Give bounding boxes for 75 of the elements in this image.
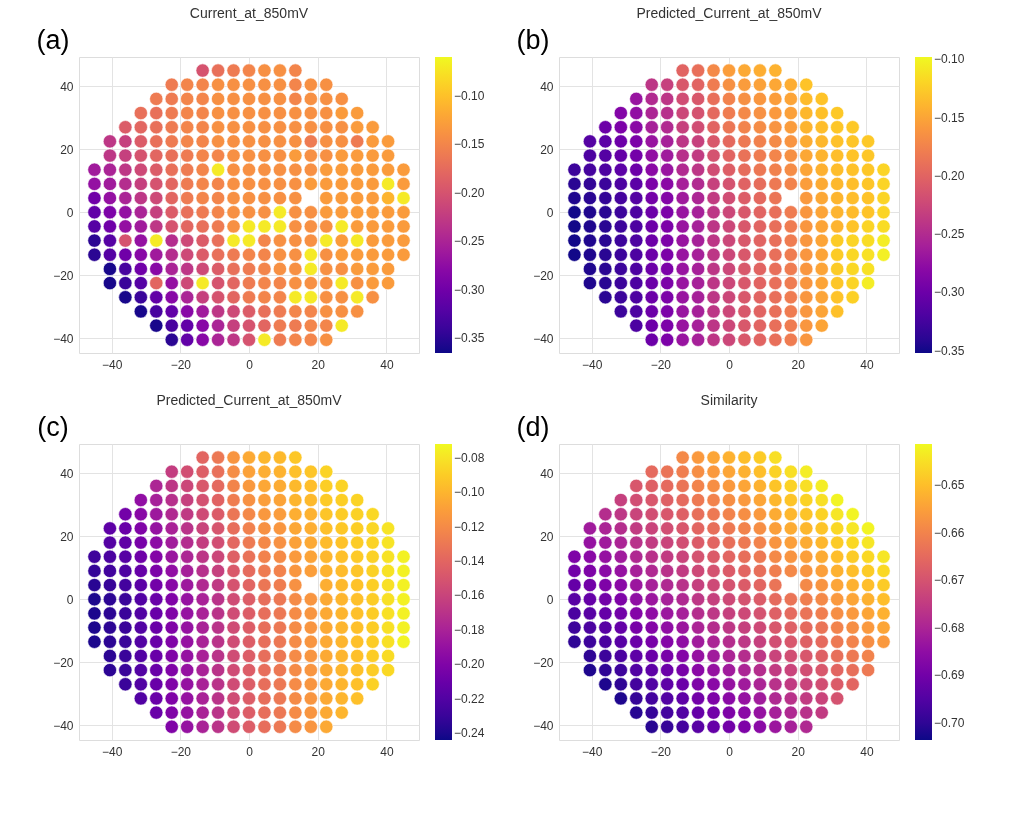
color-bar-label: −0.10 <box>454 88 485 103</box>
color-bar-label: −0.35 <box>934 343 965 358</box>
color-bar-label: −0.20 <box>454 185 485 200</box>
x-tick-label: −20 <box>170 357 192 372</box>
x-tick-label: 40 <box>860 357 874 372</box>
text: (a) <box>36 25 70 55</box>
x-tick-label: −40 <box>101 357 123 372</box>
color-bar-label: −0.20 <box>934 168 965 183</box>
text: (b) <box>516 25 550 55</box>
color-bar-label: −0.25 <box>454 234 485 249</box>
color-bar-label: −0.10 <box>454 485 485 500</box>
x-tick-label: −40 <box>581 357 603 372</box>
x-tick-label: −20 <box>170 744 192 759</box>
x-tick-label: 0 <box>726 744 734 759</box>
color-bar-label: −0.22 <box>454 691 485 706</box>
color-bar-label: −0.70 <box>934 715 965 730</box>
color-bar-label: −0.15 <box>934 110 965 125</box>
y-tick-label: 40 <box>540 79 554 94</box>
y-tick-label: 40 <box>60 79 74 94</box>
y-tick-label: −40 <box>53 331 74 346</box>
color-bar-label: −0.18 <box>454 622 485 637</box>
color-bar-label: −0.35 <box>454 331 485 346</box>
color-bar-label: −0.68 <box>934 620 965 635</box>
color-bar-label: −0.67 <box>934 573 965 588</box>
y-tick-label: −40 <box>53 718 74 733</box>
x-tick-label: 20 <box>791 744 806 759</box>
x-tick-label: −40 <box>101 744 123 759</box>
chart-title: Current_at_850mV <box>189 5 309 21</box>
color-bar-label: −0.25 <box>934 227 965 242</box>
x-tick-label: −20 <box>650 357 672 372</box>
y-tick-label: 20 <box>540 142 554 157</box>
y-tick-label: 20 <box>60 142 74 157</box>
color-bar-label: −0.08 <box>454 450 485 465</box>
color-bar-label: −0.14 <box>454 554 485 569</box>
y-tick-label: 0 <box>546 592 554 607</box>
color-bar-label: −0.65 <box>934 478 965 493</box>
x-tick-label: 40 <box>380 357 394 372</box>
y-tick-label: 0 <box>66 205 74 220</box>
color-bar-label: −0.15 <box>454 137 485 152</box>
y-tick-label: −40 <box>533 331 554 346</box>
x-tick-label: −40 <box>581 744 603 759</box>
color-bar-label: −0.12 <box>454 519 485 534</box>
x-tick-label: 0 <box>726 357 734 372</box>
y-tick-label: 0 <box>546 205 554 220</box>
color-bar-label: −0.30 <box>454 282 485 297</box>
y-tick-label: −20 <box>533 655 554 670</box>
x-tick-label: −20 <box>650 744 672 759</box>
text: (c) <box>37 412 69 442</box>
y-tick-label: −20 <box>533 268 554 283</box>
color-bar-label: −0.24 <box>454 726 485 741</box>
x-tick-label: 40 <box>380 744 394 759</box>
color-bar-label: −0.30 <box>934 285 965 300</box>
text: (d) <box>516 412 550 442</box>
y-tick-label: −20 <box>53 268 74 283</box>
x-tick-label: 40 <box>860 744 874 759</box>
x-tick-label: 0 <box>246 357 254 372</box>
chart-title: Predicted_Current_at_850mV <box>636 5 823 21</box>
color-bar-label: −0.16 <box>454 588 485 603</box>
color-bar-label: −0.66 <box>934 525 965 540</box>
x-tick-label: 20 <box>311 744 326 759</box>
y-tick-label: 40 <box>540 466 554 481</box>
y-tick-label: 40 <box>60 466 74 481</box>
y-tick-label: 20 <box>540 529 554 544</box>
y-tick-label: 0 <box>66 592 74 607</box>
x-tick-label: 20 <box>311 357 326 372</box>
y-tick-label: 20 <box>60 529 74 544</box>
color-bar-label: −0.10 <box>934 52 965 67</box>
color-bar-label: −0.69 <box>934 668 965 683</box>
chart-title: Similarity <box>700 392 758 408</box>
y-tick-label: −20 <box>53 655 74 670</box>
color-bar-label: −0.20 <box>454 657 485 672</box>
chart-title: Predicted_Current_at_850mV <box>156 392 343 408</box>
y-tick-label: −40 <box>533 718 554 733</box>
x-tick-label: 20 <box>791 357 806 372</box>
x-tick-label: 0 <box>246 744 254 759</box>
